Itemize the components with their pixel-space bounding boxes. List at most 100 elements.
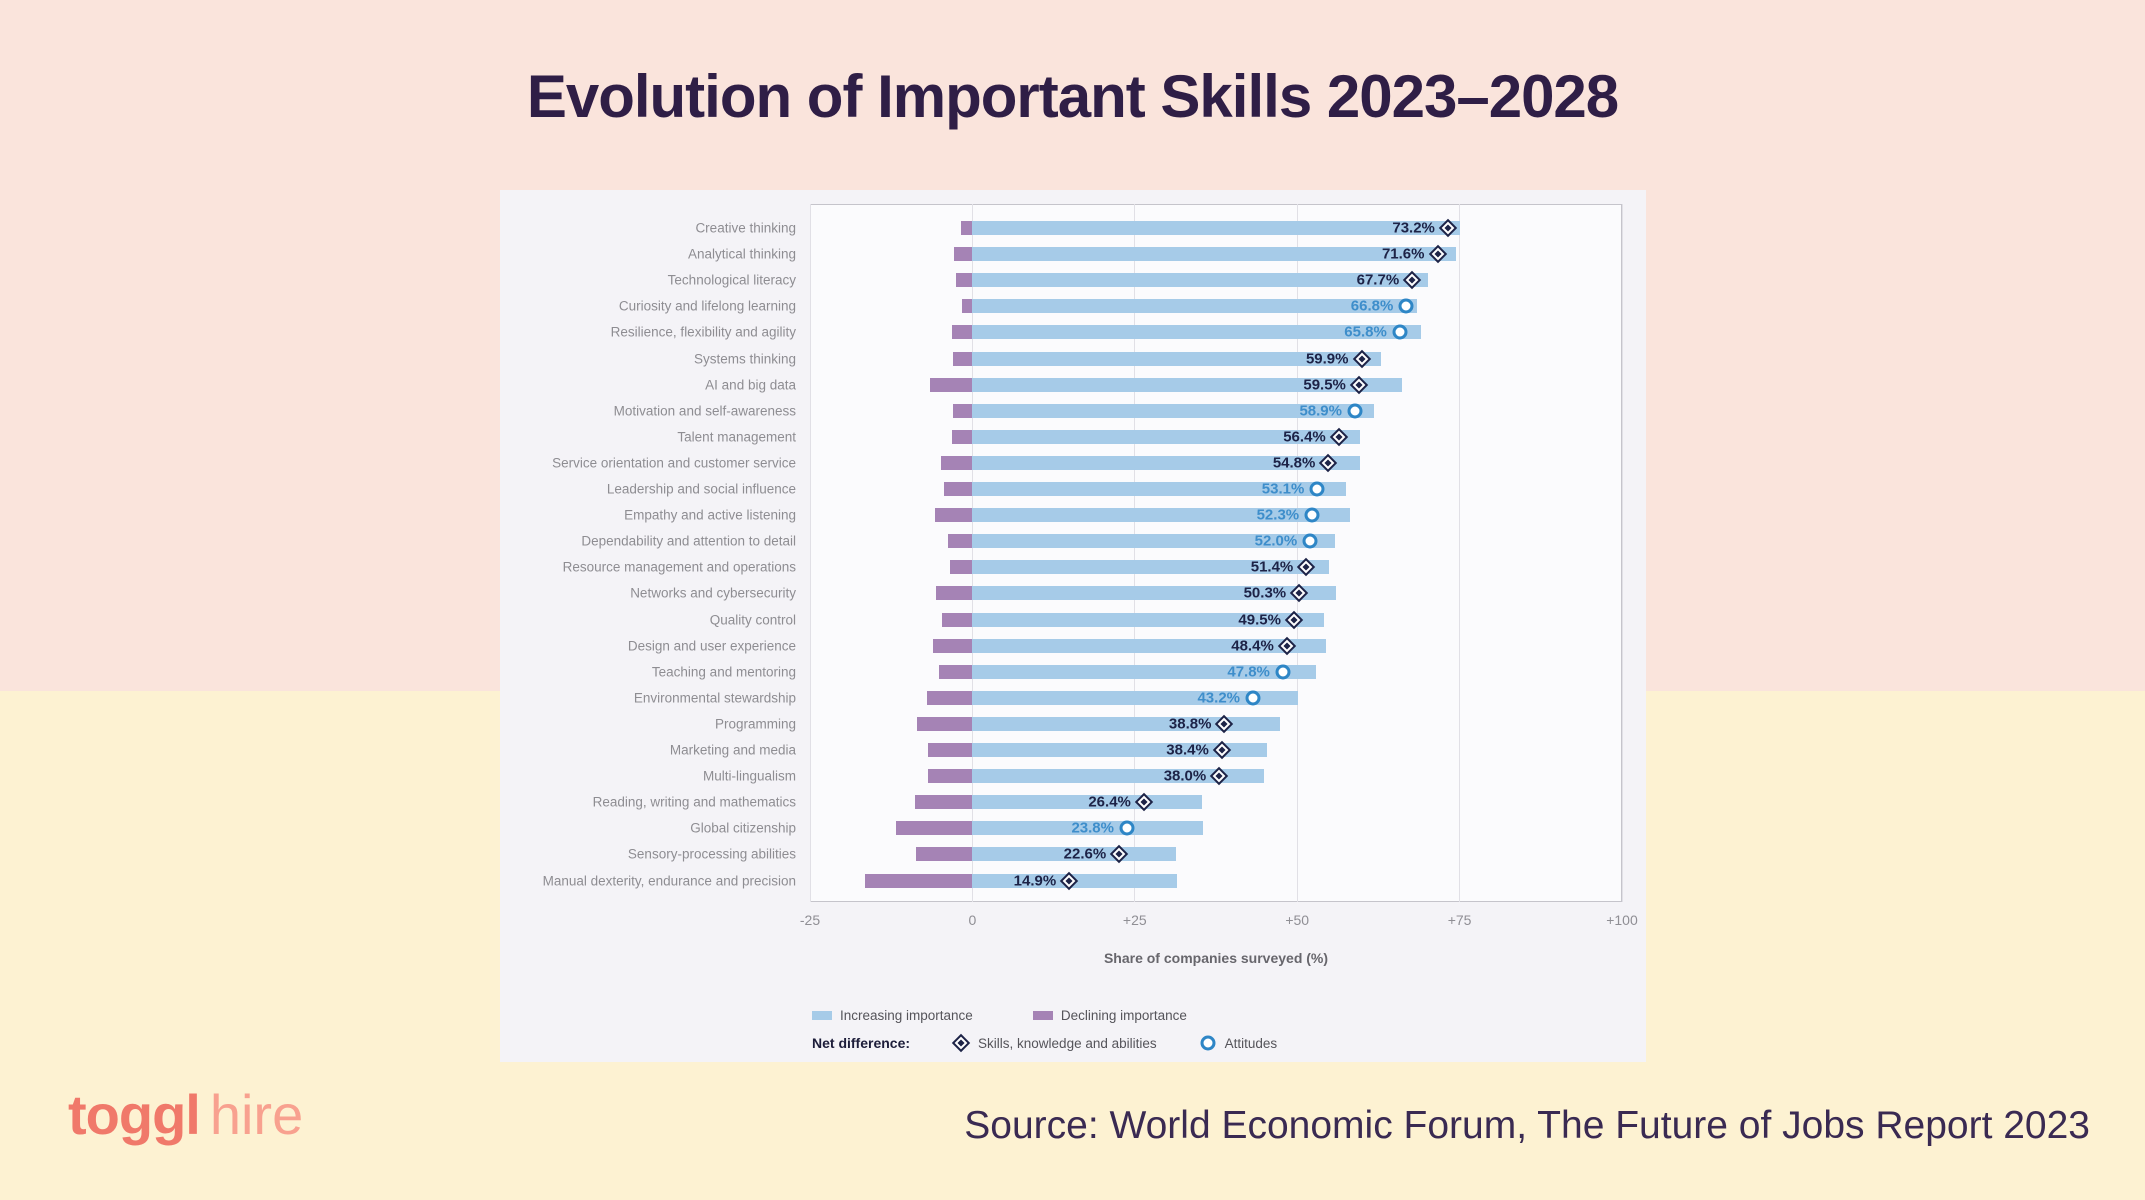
increasing-bar — [972, 586, 1336, 601]
increasing-bar — [972, 299, 1417, 314]
net-marker-circle-icon — [1392, 324, 1408, 340]
net-marker-circle-icon — [1398, 298, 1414, 314]
increasing-bar — [972, 429, 1360, 444]
net-value-label: 48.4% — [1231, 637, 1274, 655]
increasing-bar — [972, 403, 1375, 418]
declining-bar — [947, 534, 973, 549]
net-marker-circle-icon — [1309, 481, 1325, 497]
skill-label: Manual dexterity, endurance and precisio… — [542, 873, 796, 888]
skill-label: Motivation and self-awareness — [613, 403, 796, 419]
gridline — [971, 204, 973, 902]
increasing-bar — [972, 769, 1265, 784]
net-marker-circle-icon — [1275, 664, 1291, 680]
increasing-bar — [972, 351, 1381, 366]
skill-label: Global citizenship — [690, 820, 796, 836]
skill-label: Teaching and mentoring — [651, 664, 796, 680]
declining-bar — [951, 429, 973, 444]
skill-label: Marketing and media — [669, 742, 796, 758]
declining-bar — [929, 377, 973, 392]
net-value-label: 65.8% — [1344, 323, 1387, 341]
skill-label: Sensory-processing abilities — [627, 846, 796, 862]
declining-bar — [927, 743, 973, 757]
increasing-bar — [972, 455, 1360, 470]
increasing-bar — [972, 716, 1280, 731]
legend-declining-label: Declining importance — [1060, 1008, 1187, 1023]
skill-label: Design and user experience — [627, 638, 796, 654]
declining-bar — [952, 403, 973, 418]
gridline — [1134, 204, 1136, 902]
net-value-label: 38.0% — [1163, 767, 1207, 785]
increasing-bar — [972, 377, 1402, 392]
net-value-label: 22.6% — [1063, 845, 1107, 863]
x-tick-label: 0 — [968, 912, 977, 928]
net-value-label: 67.7% — [1356, 271, 1400, 289]
skill-label: AI and big data — [705, 377, 796, 393]
skill-label: Networks and cybersecurity — [630, 585, 796, 601]
x-tick-label: +25 — [1122, 912, 1147, 928]
declining-bar — [936, 586, 973, 601]
skill-label: Dependability and attention to detail — [581, 533, 796, 549]
increasing-bar — [972, 221, 1460, 235]
net-marker-circle-icon — [1302, 533, 1318, 549]
skill-label: Talent management — [677, 429, 796, 445]
declining-bar — [952, 351, 973, 366]
increasing-bar — [972, 612, 1325, 627]
logo-toggl: toggl — [68, 1083, 201, 1146]
net-value-label: 14.9% — [1013, 872, 1057, 889]
x-tick-label: +50 — [1285, 912, 1310, 928]
toggl-hire-logo: toggl hire — [68, 1082, 303, 1147]
net-value-label: 50.3% — [1243, 584, 1287, 602]
skill-label: Curiosity and lifelong learning — [618, 298, 796, 314]
page-title: Evolution of Important Skills 2023–2028 — [526, 63, 1619, 130]
skill-label: Technological literacy — [667, 272, 796, 288]
net-difference-label: Net difference: — [812, 1035, 911, 1051]
declining-swatch-icon — [1032, 1011, 1053, 1020]
declining-bar — [956, 273, 973, 288]
increasing-bar — [972, 247, 1457, 262]
net-value-label: 51.4% — [1250, 558, 1294, 576]
declining-bar — [949, 560, 973, 575]
gridline — [1621, 204, 1623, 902]
skill-label: Resilience, flexibility and agility — [610, 324, 796, 340]
skill-label: Programming — [714, 716, 796, 732]
declining-bar — [864, 873, 973, 888]
net-value-label: 58.9% — [1299, 402, 1342, 420]
net-marker-circle-icon — [1347, 403, 1363, 419]
skills-diamond-icon — [951, 1033, 971, 1053]
net-value-label: 66.8% — [1350, 297, 1394, 315]
declining-bar — [915, 847, 973, 862]
net-value-label: 23.8% — [1071, 819, 1114, 837]
skill-label: Creative thinking — [695, 220, 796, 236]
net-value-label: 49.5% — [1238, 611, 1281, 628]
increasing-bar — [972, 821, 1203, 836]
increasing-bar — [972, 534, 1335, 549]
declining-bar — [914, 795, 973, 810]
declining-bar — [953, 247, 973, 262]
skill-label: Analytical thinking — [687, 246, 796, 262]
logo-hire: hire — [209, 1083, 304, 1146]
declining-bar — [896, 821, 973, 836]
net-marker-circle-icon — [1119, 820, 1135, 836]
declining-bar — [941, 612, 973, 627]
net-value-label: 53.1% — [1261, 480, 1305, 498]
increasing-bar — [972, 273, 1429, 288]
increasing-bar — [972, 508, 1350, 523]
declining-bar — [960, 221, 973, 235]
net-value-label: 43.2% — [1197, 689, 1241, 707]
declining-bar — [941, 455, 973, 470]
x-tick-label: +100 — [1606, 912, 1638, 928]
declining-bar — [934, 508, 973, 523]
net-value-label: 38.8% — [1168, 715, 1212, 733]
x-axis-title: Share of companies surveyed (%) — [1103, 950, 1329, 966]
attitudes-circle-icon — [1199, 1034, 1217, 1052]
legend-row-bars: Increasing importance Declining importan… — [812, 1008, 1187, 1023]
x-tick-label: -25 — [799, 912, 821, 928]
increasing-bar — [972, 690, 1299, 705]
increasing-swatch-icon — [812, 1011, 832, 1020]
legend-row-net-difference: Net difference: Skills, knowledge and ab… — [812, 1033, 1277, 1053]
increasing-bar — [972, 638, 1326, 653]
increasing-bar — [972, 560, 1330, 575]
net-value-label: 56.4% — [1283, 428, 1326, 446]
net-value-label: 47.8% — [1227, 663, 1270, 681]
gridline — [809, 204, 811, 902]
